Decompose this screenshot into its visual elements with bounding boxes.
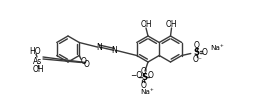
Text: O: O bbox=[201, 48, 207, 57]
Text: O: O bbox=[83, 60, 89, 69]
Text: −O: −O bbox=[129, 71, 141, 80]
Text: O⁻: O⁻ bbox=[192, 55, 202, 64]
Text: O: O bbox=[80, 57, 86, 66]
Text: As: As bbox=[33, 56, 42, 65]
Text: Na⁺: Na⁺ bbox=[140, 89, 153, 95]
Text: HO: HO bbox=[29, 48, 41, 56]
Text: N: N bbox=[96, 43, 102, 52]
Text: OH: OH bbox=[140, 19, 151, 28]
Text: OH: OH bbox=[32, 65, 44, 74]
Text: O: O bbox=[148, 71, 153, 80]
Text: O: O bbox=[140, 80, 146, 89]
Text: O: O bbox=[140, 66, 146, 76]
Text: Na⁺: Na⁺ bbox=[209, 45, 223, 51]
Text: S: S bbox=[140, 74, 146, 82]
Text: OH: OH bbox=[165, 19, 177, 28]
Text: S: S bbox=[193, 48, 199, 57]
Text: N: N bbox=[110, 46, 116, 55]
Text: O: O bbox=[193, 41, 199, 50]
